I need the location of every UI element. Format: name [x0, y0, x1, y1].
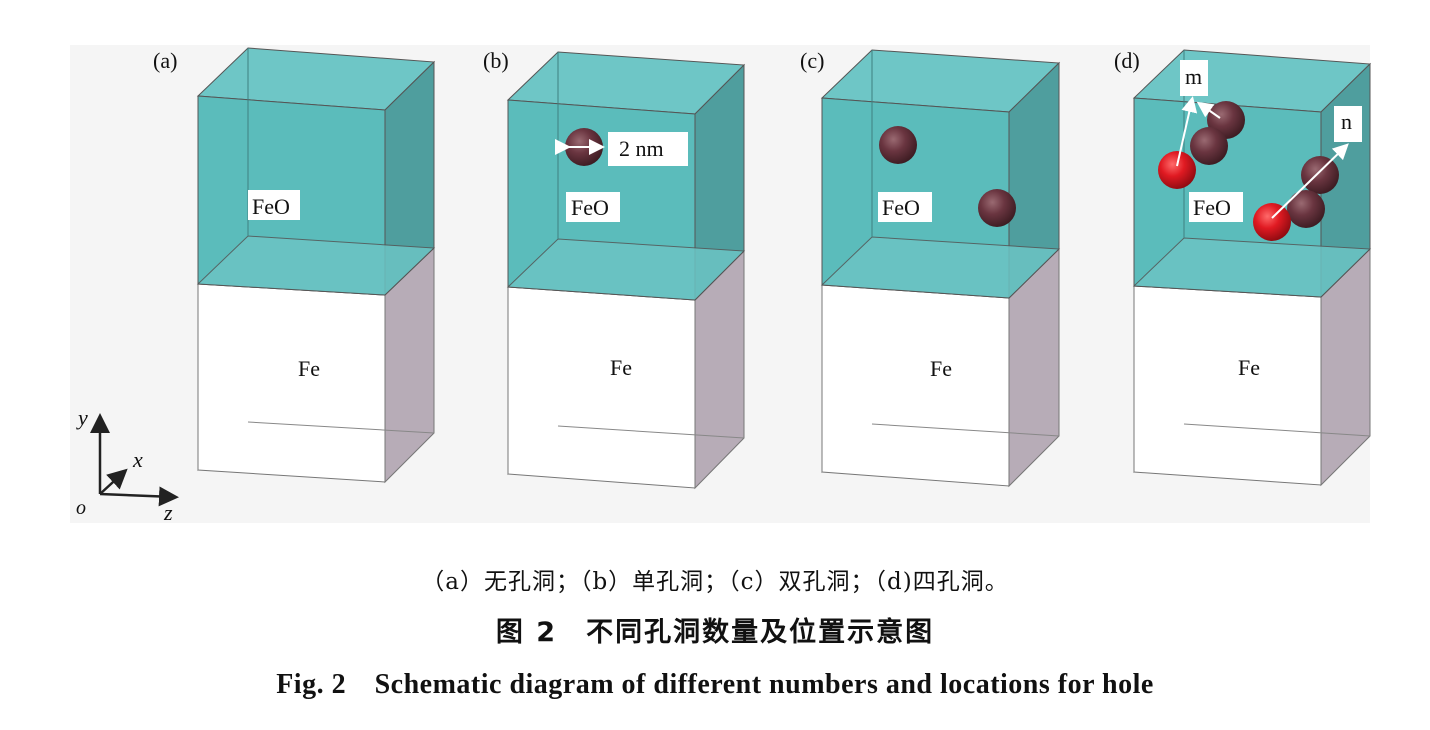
arrow-m [1176, 96, 1198, 167]
feo-label: FeO [1193, 195, 1231, 220]
figure-canvas: (a) FeO Fe 2 nm (b) FeO Fe [76, 47, 1372, 525]
interface-face [196, 235, 436, 296]
feo-label-box [248, 190, 300, 220]
figure-title-cn: 图 2 不同孔洞数量及位置示意图 [495, 617, 935, 648]
panel-label: (d) [1114, 48, 1140, 73]
arrow-label-box [1180, 60, 1208, 96]
size-annotation: 2 nm [619, 136, 664, 161]
fe-label: Fe [930, 356, 952, 381]
z-axis-label: z [163, 500, 173, 525]
feo-label: FeO [252, 194, 290, 219]
hole-sphere [879, 126, 917, 164]
x-axis-arrow [99, 468, 128, 495]
hole-sphere-highlight [1158, 151, 1196, 189]
figure-title-en: Fig. 2 Schematic diagram of different nu… [276, 669, 1154, 700]
panel-c: (c) FeO Fe [800, 48, 1061, 488]
fe-label: Fe [1238, 355, 1260, 380]
panel-label: (c) [800, 48, 824, 73]
figure-subcaption: （a）无孔洞；（b）单孔洞；（c）双孔洞；（d)四孔洞。 [421, 569, 1009, 595]
origin-label: o [76, 497, 86, 519]
fe-front-face [197, 283, 386, 483]
hole-sphere [1190, 127, 1228, 165]
hole-sphere-highlight [1253, 203, 1291, 241]
feo-label: FeO [571, 195, 609, 220]
arrow-n [1271, 143, 1349, 219]
panel-label: (a) [153, 48, 177, 73]
arrow-label-box [1334, 106, 1362, 142]
size-annotation-box [608, 132, 688, 166]
hole-sphere [978, 189, 1016, 227]
y-axis-label: y [76, 405, 88, 430]
arrow-label-m: m [1185, 64, 1202, 89]
hole-sphere [1287, 190, 1325, 228]
panel-b: 2 nm (b) FeO Fe [483, 48, 746, 490]
arrow-label-n: n [1341, 109, 1352, 134]
feo-label: FeO [882, 195, 920, 220]
coordinate-axes: y x z o [76, 405, 179, 525]
fe-label: Fe [610, 355, 632, 380]
panel-a: (a) FeO Fe [153, 47, 436, 484]
hole-sphere [1301, 156, 1339, 194]
panel-d: m n (d) FeO Fe [1114, 48, 1372, 487]
z-axis-arrow [99, 486, 179, 507]
fe-label: Fe [298, 356, 320, 381]
x-axis-label: x [132, 447, 143, 472]
panel-label: (b) [483, 48, 509, 73]
